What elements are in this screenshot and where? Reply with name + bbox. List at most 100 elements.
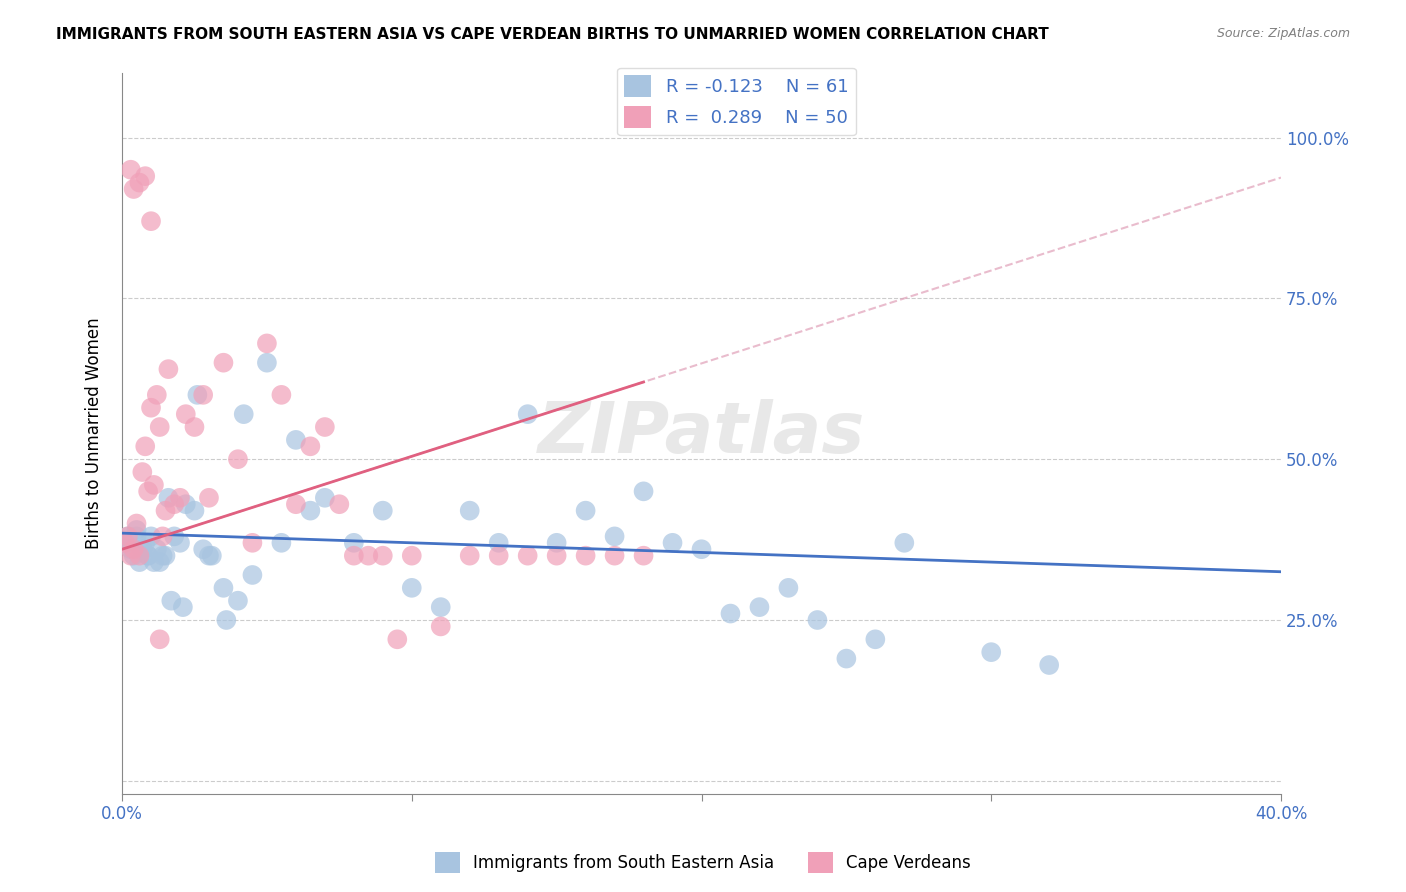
Point	[401, 581, 423, 595]
Point	[163, 529, 186, 543]
Point	[865, 632, 887, 647]
Text: Source: ZipAtlas.com: Source: ZipAtlas.com	[1216, 27, 1350, 40]
Point	[155, 549, 177, 563]
Point	[125, 529, 148, 543]
Point	[193, 542, 215, 557]
Point	[172, 600, 194, 615]
Point	[429, 600, 451, 615]
Legend: Immigrants from South Eastern Asia, Cape Verdeans: Immigrants from South Eastern Asia, Cape…	[429, 846, 977, 880]
Point	[516, 549, 538, 563]
Point	[215, 613, 238, 627]
Point	[146, 542, 169, 557]
Point	[429, 619, 451, 633]
Point	[633, 484, 655, 499]
Point	[120, 549, 142, 563]
Point	[212, 356, 235, 370]
Point	[371, 549, 394, 563]
Point	[314, 491, 336, 505]
Point	[401, 549, 423, 563]
Point	[128, 555, 150, 569]
Point	[174, 497, 197, 511]
Point	[131, 465, 153, 479]
Point	[284, 497, 307, 511]
Point	[242, 568, 264, 582]
Point	[149, 632, 172, 647]
Point	[122, 182, 145, 196]
Point	[488, 536, 510, 550]
Point	[242, 536, 264, 550]
Point	[139, 529, 162, 543]
Point	[980, 645, 1002, 659]
Point	[131, 542, 153, 557]
Point	[226, 593, 249, 607]
Point	[603, 529, 626, 543]
Point	[117, 529, 139, 543]
Point	[139, 401, 162, 415]
Point	[183, 503, 205, 517]
Point	[198, 491, 221, 505]
Point	[516, 407, 538, 421]
Point	[201, 549, 224, 563]
Point	[256, 356, 278, 370]
Point	[169, 491, 191, 505]
Point	[343, 549, 366, 563]
Point	[134, 439, 156, 453]
Point	[160, 593, 183, 607]
Point	[893, 536, 915, 550]
Point	[142, 478, 165, 492]
Point	[661, 536, 683, 550]
Point	[136, 549, 159, 563]
Point	[212, 581, 235, 595]
Y-axis label: Births to Unmarried Women: Births to Unmarried Women	[86, 318, 103, 549]
Point	[343, 536, 366, 550]
Point	[458, 549, 481, 563]
Point	[270, 536, 292, 550]
Legend: R = -0.123    N = 61, R =  0.289    N = 50: R = -0.123 N = 61, R = 0.289 N = 50	[617, 68, 856, 136]
Point	[157, 362, 180, 376]
Point	[146, 388, 169, 402]
Point	[720, 607, 742, 621]
Point	[131, 542, 153, 557]
Point	[387, 632, 409, 647]
Point	[357, 549, 380, 563]
Point	[371, 503, 394, 517]
Point	[122, 549, 145, 563]
Point	[488, 549, 510, 563]
Text: ZIPatlas: ZIPatlas	[538, 399, 865, 468]
Point	[152, 549, 174, 563]
Point	[198, 549, 221, 563]
Point	[128, 176, 150, 190]
Text: IMMIGRANTS FROM SOUTH EASTERN ASIA VS CAPE VERDEAN BIRTHS TO UNMARRIED WOMEN COR: IMMIGRANTS FROM SOUTH EASTERN ASIA VS CA…	[56, 27, 1049, 42]
Point	[546, 549, 568, 563]
Point	[603, 549, 626, 563]
Point	[186, 388, 208, 402]
Point	[142, 555, 165, 569]
Point	[575, 549, 598, 563]
Point	[778, 581, 800, 595]
Point	[174, 407, 197, 421]
Point	[575, 503, 598, 517]
Point	[314, 420, 336, 434]
Point	[299, 503, 322, 517]
Point	[284, 433, 307, 447]
Point	[122, 542, 145, 557]
Point	[117, 529, 139, 543]
Point	[125, 523, 148, 537]
Point	[152, 529, 174, 543]
Point	[748, 600, 770, 615]
Point	[546, 536, 568, 550]
Point	[134, 169, 156, 183]
Point	[328, 497, 350, 511]
Point	[835, 651, 858, 665]
Point	[270, 388, 292, 402]
Point	[256, 336, 278, 351]
Point	[458, 503, 481, 517]
Point	[125, 516, 148, 531]
Point	[163, 497, 186, 511]
Point	[226, 452, 249, 467]
Point	[120, 162, 142, 177]
Point	[149, 420, 172, 434]
Point	[183, 420, 205, 434]
Point	[114, 536, 136, 550]
Point	[136, 484, 159, 499]
